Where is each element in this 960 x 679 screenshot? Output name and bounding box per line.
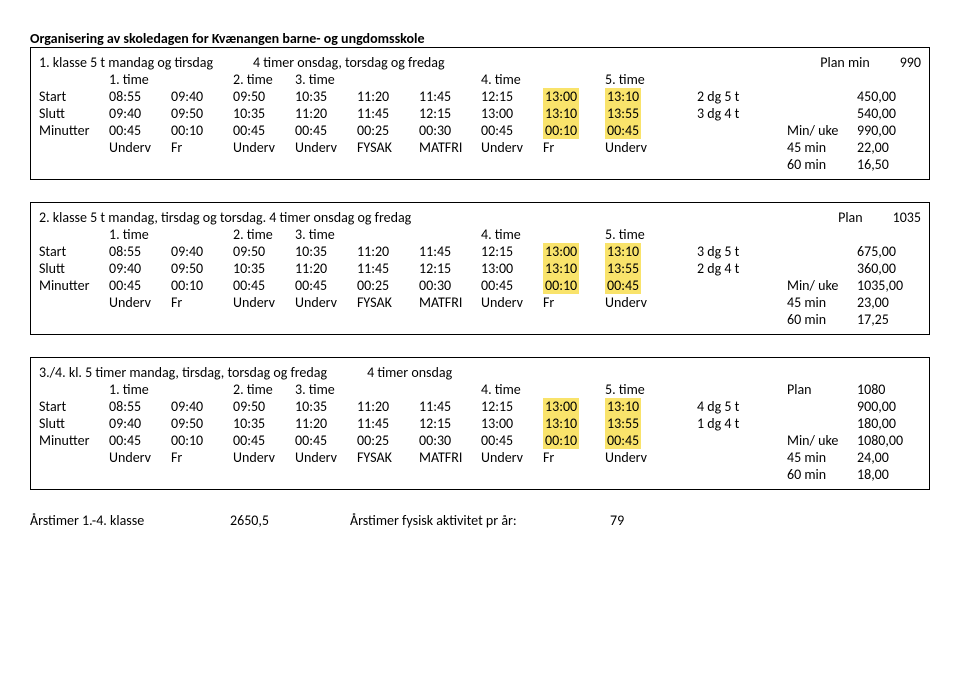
c7: 00:10: [543, 122, 605, 139]
block2-row-minutter: Minutter 00:45 00:10 00:45 00:45 00:25 0…: [39, 277, 921, 294]
block3-row-labels: Underv Fr Underv Underv FYSAK MATFRI Und…: [39, 449, 921, 466]
block2-row-start: Start 08:55 09:40 09:50 10:35 11:20 11:4…: [39, 243, 921, 260]
c5: 00:30: [419, 122, 481, 139]
c2: 10:35: [233, 105, 295, 122]
h5: [357, 71, 419, 88]
c5: 11:45: [419, 88, 481, 105]
block3-row-labels2: 60 min 18,00: [39, 466, 921, 483]
h7: 4. time: [481, 71, 543, 88]
c2: Underv: [233, 139, 295, 156]
block1-plan-label: Plan min: [820, 54, 869, 71]
block1-row-labels2: 60 min 16,50: [39, 156, 921, 173]
h1: 1. time: [109, 71, 171, 88]
block3-row-start: Start 08:55 09:40 09:50 10:35 11:20 11:4…: [39, 398, 921, 415]
c7: Fr: [543, 139, 605, 156]
note-val: 16,50: [857, 156, 927, 173]
block1-row-slutt: Slutt 09:40 09:50 10:35 11:20 11:45 12:1…: [39, 105, 921, 122]
c5: 12:15: [419, 105, 481, 122]
block3-right-label: 4 timer onsdag: [367, 364, 452, 381]
block1-row-start: Start 08:55 09:40 09:50 10:35 11:20 11:4…: [39, 88, 921, 105]
row-label: Slutt: [39, 105, 109, 122]
block2-plan-value: 1035: [893, 209, 921, 226]
c6: 00:45: [481, 122, 543, 139]
fysak-val: 79: [610, 512, 670, 529]
c7: 13:10: [543, 105, 605, 122]
h2: [171, 71, 233, 88]
c8: 13:10: [605, 88, 667, 105]
c6: 13:00: [481, 105, 543, 122]
page-title: Organisering av skoledagen for Kvænangen…: [30, 30, 930, 47]
c0: 08:55: [109, 88, 171, 105]
c0: 00:45: [109, 122, 171, 139]
note-label: 3 dg 4 t: [697, 105, 787, 122]
block3-plan-label: Plan: [787, 381, 857, 398]
block2-row-labels2: 60 min 17,25: [39, 311, 921, 328]
c8: Underv: [605, 139, 667, 156]
block1-row-minutter: Minutter 00:45 00:10 00:45 00:45 00:25 0…: [39, 122, 921, 139]
block2-class-label: 2. klasse 5 t mandag, tirsdag og torsdag…: [39, 209, 411, 226]
h0: [39, 71, 109, 88]
c3: 10:35: [295, 88, 357, 105]
block2-row-slutt: Slutt 09:40 09:50 10:35 11:20 11:45 12:1…: [39, 260, 921, 277]
c2: 09:50: [233, 88, 295, 105]
c4: 11:20: [357, 88, 419, 105]
c3: 11:20: [295, 105, 357, 122]
fysak-label: Årstimer fysisk aktivitet pr år:: [350, 512, 610, 529]
c3: Underv: [295, 139, 357, 156]
c1: 09:50: [171, 105, 233, 122]
arstimer-val: 2650,5: [230, 512, 350, 529]
h3: 2. time: [233, 71, 295, 88]
arstimer-label: Årstimer 1.-4. klasse: [30, 512, 230, 529]
block2-plan-label: Plan: [838, 209, 863, 226]
note-label: 60 min: [787, 156, 857, 173]
block-2: 2. klasse 5 t mandag, tirsdag og torsdag…: [30, 202, 930, 335]
note-label: 45 min: [787, 139, 857, 156]
h8: [543, 71, 605, 88]
c4: 11:45: [357, 105, 419, 122]
block2-time-headers: 1. time 2. time 3. time 4. time 5. time: [39, 226, 921, 243]
c4: FYSAK: [357, 139, 419, 156]
block3-time-headers: 1. time 2. time 3. time 4. time 5. time …: [39, 381, 921, 398]
row-label: Start: [39, 88, 109, 105]
c1: 00:10: [171, 122, 233, 139]
c6: Underv: [481, 139, 543, 156]
h9: 5. time: [605, 71, 667, 88]
c3: 00:45: [295, 122, 357, 139]
block-1: 1. klasse 5 t mandag og tirsdag 4 timer …: [30, 47, 930, 180]
block1-time-headers: 1. time 2. time 3. time 4. time 5. time: [39, 71, 921, 88]
h6: [419, 71, 481, 88]
note-val: 540,00: [857, 105, 927, 122]
note-label: 2 dg 5 t: [697, 88, 787, 105]
block3-row-minutter: Minutter 00:45 00:10 00:45 00:45 00:25 0…: [39, 432, 921, 449]
note-val: 22,00: [857, 139, 927, 156]
c0: Underv: [109, 139, 171, 156]
block1-plan-value: 990: [900, 54, 921, 71]
c1: Fr: [171, 139, 233, 156]
c2: 00:45: [233, 122, 295, 139]
c4: 00:25: [357, 122, 419, 139]
c5: MATFRI: [419, 139, 481, 156]
c7: 13:00: [543, 88, 605, 105]
footer-row: Årstimer 1.-4. klasse 2650,5 Årstimer fy…: [30, 512, 930, 529]
c8: 13:55: [605, 105, 667, 122]
c6: 12:15: [481, 88, 543, 105]
row-label: Minutter: [39, 122, 109, 139]
note-val: 990,00: [857, 122, 927, 139]
c1: 09:40: [171, 88, 233, 105]
note-label: Min/ uke: [787, 122, 857, 139]
block1-right-label: 4 timer onsdag, torsdag og fredag: [253, 54, 445, 71]
c8: 00:45: [605, 122, 667, 139]
h4: 3. time: [295, 71, 357, 88]
block3-row-slutt: Slutt 09:40 09:50 10:35 11:20 11:45 12:1…: [39, 415, 921, 432]
block-3: 3./4. kl. 5 timer mandag, tirsdag, torsd…: [30, 357, 930, 490]
note-val: 450,00: [857, 88, 927, 105]
block3-plan-value: 1080: [857, 381, 927, 398]
block2-row-labels: Underv Fr Underv Underv FYSAK MATFRI Und…: [39, 294, 921, 311]
block3-class-label: 3./4. kl. 5 timer mandag, tirsdag, torsd…: [39, 364, 327, 381]
block1-class-label: 1. klasse 5 t mandag og tirsdag: [39, 54, 213, 71]
c0: 09:40: [109, 105, 171, 122]
block1-row-labels: Underv Fr Underv Underv FYSAK MATFRI Und…: [39, 139, 921, 156]
